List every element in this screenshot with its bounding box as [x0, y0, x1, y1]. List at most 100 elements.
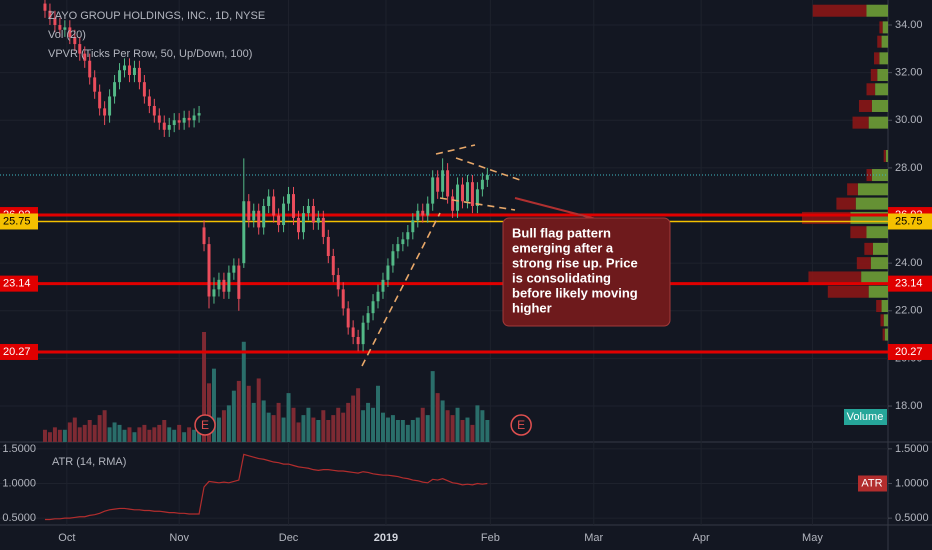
- volume-bar: [445, 410, 450, 442]
- volume-bar: [127, 427, 132, 442]
- candle-body: [197, 113, 201, 116]
- atr-label: ATR (14, RMA): [52, 456, 126, 468]
- y-tick-label: 18.00: [895, 400, 923, 412]
- profile-up-bar: [882, 21, 888, 34]
- candle-body: [336, 275, 340, 290]
- candle-body: [177, 120, 181, 123]
- atr-tick-label: 1.0000: [895, 477, 929, 489]
- x-tick-label: Feb: [481, 532, 500, 544]
- volume-bar: [42, 429, 47, 442]
- profile-up-bar: [870, 257, 888, 270]
- profile-up-bar: [879, 52, 888, 65]
- annotation-box: [502, 217, 671, 327]
- profile-down-bar: [836, 197, 856, 210]
- candle-body: [461, 184, 464, 202]
- volume-bar: [435, 393, 440, 442]
- profile-down-bar: [858, 99, 872, 112]
- volume-bar: [371, 407, 376, 442]
- candle-body: [127, 65, 131, 76]
- candle-body: [287, 194, 291, 204]
- profile-up-bar: [868, 116, 888, 129]
- candle-body: [157, 115, 161, 123]
- candle-body: [475, 189, 479, 206]
- volume-bar: [52, 427, 57, 442]
- atr-tag-label: ATR: [861, 477, 882, 489]
- candle-body: [376, 291, 380, 302]
- atr-tick-label: 1.5000: [895, 443, 929, 455]
- candle-body: [282, 203, 286, 226]
- volume-bar: [341, 412, 346, 442]
- main-pane: [0, 0, 888, 525]
- profile-up-bar: [877, 69, 888, 82]
- y-tick-label: 28.00: [895, 162, 923, 174]
- candle-body: [207, 244, 211, 297]
- volume-bar: [142, 424, 147, 442]
- volume-bar: [271, 415, 276, 442]
- candle-body: [217, 279, 221, 290]
- candle-body: [296, 217, 300, 233]
- volume-tag-label: Volume: [847, 411, 884, 423]
- volume-bar: [475, 405, 480, 442]
- candle-body: [58, 25, 62, 30]
- volume-bar: [192, 429, 197, 442]
- volume-bar: [102, 410, 107, 442]
- x-tick-label: Nov: [169, 532, 189, 544]
- price-line-tag: [888, 213, 932, 230]
- volume-bar: [67, 422, 72, 442]
- volume-bar: [306, 407, 311, 442]
- candle-body: [406, 232, 410, 240]
- price-line-tag-label: 23.14: [895, 278, 923, 290]
- profile-up-bar: [868, 285, 888, 298]
- candle-body: [436, 177, 440, 192]
- volume-bar: [326, 420, 331, 442]
- atr-tick-label: 1.5000: [2, 443, 36, 455]
- x-tick-label: Dec: [279, 532, 299, 544]
- volume-bar: [216, 417, 221, 442]
- candle-body: [480, 179, 484, 190]
- volume-bar: [207, 383, 211, 442]
- volume-bar: [97, 415, 102, 442]
- candle-body: [192, 115, 196, 121]
- profile-down-bar: [874, 52, 880, 65]
- candle-body: [326, 236, 330, 257]
- volume-bar: [147, 429, 152, 442]
- earnings-label: E: [201, 418, 209, 432]
- volume-bar: [211, 368, 216, 442]
- candle-body: [222, 279, 226, 292]
- volume-bar: [286, 393, 291, 442]
- price-line-tag: [888, 343, 932, 360]
- profile-down-bar: [850, 226, 867, 239]
- x-tick-label: Oct: [58, 532, 75, 544]
- annotation-text: strong rise up. Price: [512, 255, 638, 270]
- volume-bar: [311, 417, 316, 442]
- profile-down-bar: [852, 116, 869, 129]
- indicator-label: Vol (20): [48, 29, 86, 41]
- candle-body: [321, 217, 325, 237]
- candle-body: [351, 327, 355, 337]
- volume-bar: [405, 424, 410, 442]
- bull-flag-drawing: [361, 144, 521, 367]
- volume-bar: [107, 427, 112, 442]
- profile-down-bar: [866, 83, 876, 96]
- volume-bar: [122, 429, 127, 442]
- candle-body: [103, 108, 107, 116]
- volume-bar: [470, 424, 475, 442]
- annotation-text: higher: [512, 300, 552, 315]
- annotation-text: is consolidating: [512, 270, 611, 285]
- profile-up-bar: [855, 197, 888, 210]
- candle-body: [132, 67, 136, 76]
- profile-up-bar: [881, 300, 888, 313]
- volume-bar: [256, 378, 261, 442]
- candle-body: [137, 67, 141, 83]
- volume-bar: [132, 432, 137, 442]
- profile-down-bar: [864, 242, 873, 255]
- price-line-tag: [0, 275, 38, 292]
- x-tick-label: Mar: [584, 532, 603, 544]
- volume-bar: [82, 424, 87, 442]
- candle-body: [227, 272, 231, 292]
- volume-bar: [331, 415, 336, 442]
- volume-bar: [87, 420, 92, 442]
- candle-body: [292, 194, 295, 218]
- candle-body: [331, 256, 335, 276]
